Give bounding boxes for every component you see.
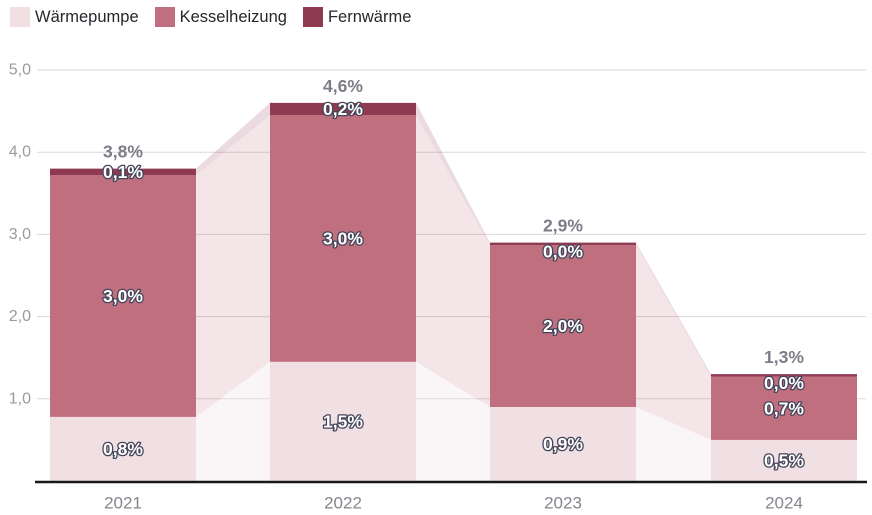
x-category-label-2024: 2024 (765, 494, 803, 513)
total-label-2021: 3,8% (103, 142, 143, 162)
bar-segment-2022-kesselheizung (270, 115, 416, 362)
area-wärmepumpe (50, 361, 857, 481)
y-tick-label: 1,0 (9, 390, 31, 407)
x-category-label-2023: 2023 (544, 494, 582, 513)
legend-label-kesselheizung: Kesselheizung (179, 8, 287, 26)
bar-segment-2024-wärmepumpe (711, 439, 857, 481)
total-label-2022: 4,6% (323, 76, 363, 96)
segment-label-2023-fernwärme: 0,0% (543, 242, 583, 262)
bar-segment-2021-kesselheizung (50, 175, 196, 417)
segment-label-2022-fernwärme: 0,2% (323, 99, 363, 119)
legend-swatch-kesselheizung (154, 7, 175, 27)
legend-item-fernwaerme: Fernwärme (302, 7, 412, 27)
bar-segment-2021-wärmepumpe (50, 416, 196, 481)
y-tick-label: 5,0 (9, 62, 31, 79)
segment-label-2023-wärmepumpe: 0,9% (543, 434, 583, 454)
total-label-2024: 1,3% (764, 347, 804, 367)
segment-label-2024-kesselheizung: 0,7% (764, 398, 804, 418)
legend-swatch-fernwaerme (302, 7, 323, 27)
segment-label-2023-kesselheizung: 2,0% (543, 316, 583, 336)
segment-label-2024-fernwärme: 0,0% (764, 373, 804, 393)
legend-item-kesselheizung: Kesselheizung (154, 7, 287, 27)
legend-label-fernwaerme: Fernwärme (327, 8, 412, 26)
bar-segment-2022-fernwärme (270, 102, 416, 116)
bar-segment-2023-kesselheizung (490, 245, 636, 408)
y-tick-label: 3,0 (9, 226, 31, 243)
segment-label-2022-wärmepumpe: 1,5% (323, 411, 363, 431)
segment-label-2022-kesselheizung: 3,0% (323, 229, 363, 249)
legend: Wärmepumpe Kesselheizung Fernwärme (10, 7, 411, 27)
total-label-2023: 2,9% (543, 216, 583, 236)
legend-label-waermepumpe: Wärmepumpe (35, 8, 139, 26)
segment-label-2021-kesselheizung: 3,0% (103, 286, 143, 306)
x-category-label-2022: 2022 (324, 494, 362, 513)
segment-label-2021-wärmepumpe: 0,8% (103, 439, 143, 459)
y-tick-label: 4,0 (9, 144, 31, 161)
bar-segment-2023-wärmepumpe (490, 407, 636, 481)
bar-segment-2024-kesselheizung (711, 376, 857, 440)
segment-label-2024-wärmepumpe: 0,5% (764, 450, 804, 470)
bar-segment-2023-fernwärme (490, 242, 636, 246)
bar-segment-2021-fernwärme (50, 168, 196, 176)
area-kesselheizung (50, 115, 857, 440)
segment-label-2021-fernwärme: 0,1% (103, 162, 143, 182)
x-category-label-2021: 2021 (104, 494, 142, 513)
legend-swatch-waermepumpe (10, 7, 30, 27)
bar-segment-2022-wärmepumpe (270, 361, 416, 481)
bar-segment-2024-fernwärme (711, 374, 857, 377)
legend-item-waermepumpe: Wärmepumpe (10, 7, 139, 27)
y-tick-label: 2,0 (9, 308, 31, 325)
